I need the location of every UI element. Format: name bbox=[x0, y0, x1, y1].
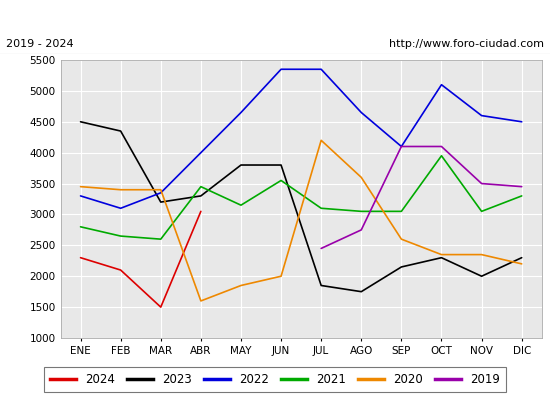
2022 bbox=[117, 206, 124, 211]
2023 bbox=[358, 289, 365, 294]
2021 bbox=[117, 234, 124, 238]
Line: 2020: 2020 bbox=[80, 140, 522, 301]
2019 bbox=[478, 181, 485, 186]
2021 bbox=[478, 209, 485, 214]
2021 bbox=[318, 206, 324, 211]
2020 bbox=[358, 175, 365, 180]
2019 bbox=[318, 246, 324, 251]
2022 bbox=[438, 82, 445, 87]
2019 bbox=[398, 144, 405, 149]
2023 bbox=[519, 255, 525, 260]
Line: 2021: 2021 bbox=[80, 156, 522, 239]
2020 bbox=[278, 274, 284, 279]
2023 bbox=[197, 194, 204, 198]
2020 bbox=[197, 298, 204, 303]
2024 bbox=[197, 209, 204, 214]
2021 bbox=[197, 184, 204, 189]
2021 bbox=[438, 153, 445, 158]
2019 bbox=[358, 228, 365, 232]
2023 bbox=[157, 200, 164, 204]
2020 bbox=[519, 262, 525, 266]
Line: 2024: 2024 bbox=[80, 211, 201, 307]
Line: 2022: 2022 bbox=[80, 69, 522, 208]
2021 bbox=[398, 209, 405, 214]
2022 bbox=[398, 144, 405, 149]
2022 bbox=[197, 150, 204, 155]
2022 bbox=[157, 190, 164, 195]
2021 bbox=[358, 209, 365, 214]
2021 bbox=[77, 224, 84, 229]
2020 bbox=[438, 252, 445, 257]
2021 bbox=[278, 178, 284, 183]
2021 bbox=[238, 203, 244, 208]
2020 bbox=[398, 237, 405, 242]
2022 bbox=[238, 110, 244, 115]
2023 bbox=[117, 129, 124, 134]
2023 bbox=[238, 163, 244, 168]
2020 bbox=[318, 138, 324, 143]
2022 bbox=[358, 110, 365, 115]
2024 bbox=[157, 305, 164, 310]
2020 bbox=[157, 187, 164, 192]
2023 bbox=[438, 255, 445, 260]
2023 bbox=[398, 264, 405, 269]
2022 bbox=[519, 119, 525, 124]
2023 bbox=[318, 283, 324, 288]
Text: Evolucion Nº Turistas Nacionales en el municipio de Torrejón de Velasco: Evolucion Nº Turistas Nacionales en el m… bbox=[46, 10, 504, 24]
Text: 2019 - 2024: 2019 - 2024 bbox=[6, 39, 73, 49]
2024 bbox=[117, 268, 124, 272]
2022 bbox=[478, 113, 485, 118]
2022 bbox=[77, 194, 84, 198]
2020 bbox=[238, 283, 244, 288]
Line: 2023: 2023 bbox=[80, 122, 522, 292]
Text: http://www.foro-ciudad.com: http://www.foro-ciudad.com bbox=[389, 39, 544, 49]
2022 bbox=[278, 67, 284, 72]
2019 bbox=[438, 144, 445, 149]
2020 bbox=[117, 187, 124, 192]
2020 bbox=[77, 184, 84, 189]
Legend: 2024, 2023, 2022, 2021, 2020, 2019: 2024, 2023, 2022, 2021, 2020, 2019 bbox=[44, 367, 506, 392]
2019 bbox=[519, 184, 525, 189]
2024 bbox=[77, 255, 84, 260]
2023 bbox=[77, 119, 84, 124]
2023 bbox=[478, 274, 485, 279]
2021 bbox=[157, 237, 164, 242]
2023 bbox=[278, 163, 284, 168]
2021 bbox=[519, 194, 525, 198]
2020 bbox=[478, 252, 485, 257]
2022 bbox=[318, 67, 324, 72]
Line: 2019: 2019 bbox=[321, 146, 522, 248]
